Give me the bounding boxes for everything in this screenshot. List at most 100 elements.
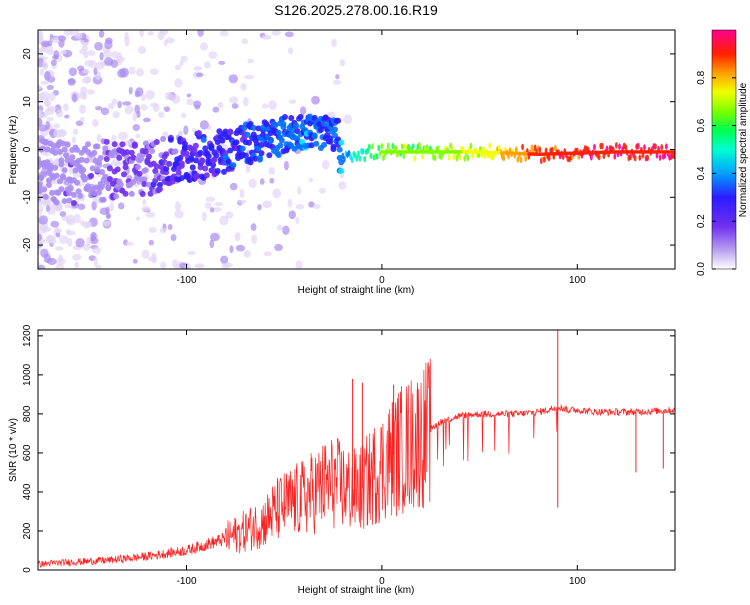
spectrogram-cell	[292, 123, 299, 130]
spectrogram-cell	[538, 146, 542, 153]
spectrogram-blob	[71, 93, 78, 103]
spectrogram-blob	[244, 74, 255, 80]
spectrogram-cell	[421, 153, 424, 160]
y-tick-label: 800	[22, 405, 33, 422]
spectrogram-cell	[61, 167, 68, 174]
spectrogram-cell	[94, 143, 101, 150]
x-tick-label: -100	[176, 275, 196, 286]
spectrogram-blob	[284, 31, 294, 38]
spectrogram-blob	[209, 207, 215, 213]
spectrogram-blob	[201, 211, 207, 222]
spectrogram-blob	[111, 50, 119, 59]
spectrogram-blob	[228, 96, 239, 104]
spectrogram-blob	[180, 55, 188, 63]
spectrogram-blob	[128, 66, 136, 75]
spectrogram-cell	[149, 148, 156, 155]
spectrogram-cell	[436, 145, 440, 152]
spectrogram-cell	[382, 154, 385, 161]
colorbar-ticks: 0.0 0.2 0.4 0.6 0.8	[696, 70, 736, 276]
spectrogram-cell	[60, 140, 67, 147]
spectrogram-cell	[103, 155, 110, 162]
spectrogram-blob	[53, 129, 63, 138]
spectrogram-blob	[58, 235, 69, 244]
spectrogram-blob	[209, 239, 215, 249]
spectrogram-cell	[636, 142, 640, 150]
spectrogram-blob	[117, 100, 122, 109]
spectrogram-blob	[91, 119, 99, 127]
spectrogram-blob	[288, 99, 297, 104]
spectrogram-cell	[58, 157, 65, 164]
spectrogram-blob	[109, 202, 115, 212]
spectrogram-cell	[42, 139, 49, 146]
spectrogram-cell	[64, 157, 71, 164]
spectrogram-cell	[202, 165, 209, 172]
spectrogram-blob	[271, 30, 282, 36]
spectrogram-blob	[42, 60, 49, 71]
spectrogram-blob	[263, 251, 272, 257]
spectrogram-blob	[91, 200, 97, 211]
spectrogram-cell	[638, 154, 642, 161]
spectrogram-cell	[88, 172, 95, 179]
spectrogram-cell	[175, 169, 182, 176]
spectrogram-cell	[74, 179, 81, 186]
spectrogram-blob	[268, 167, 275, 175]
snr-series-line	[38, 358, 675, 568]
spectrogram-blob	[118, 131, 128, 141]
spectrogram-cell	[643, 144, 646, 151]
spectrogram-blob	[132, 111, 137, 122]
y-tick-label: 600	[22, 444, 33, 461]
spectrogram-blob	[203, 61, 211, 69]
spectrogram-cell	[524, 155, 528, 162]
spectrogram-cell	[363, 155, 367, 163]
spectrogram-cell	[313, 140, 320, 147]
spectrogram-blob	[44, 70, 51, 81]
spectrogram-cell	[516, 156, 520, 163]
y-tick-label: 1000	[22, 363, 33, 386]
spectrogram-cell	[452, 153, 456, 161]
spectrogram-cell	[369, 152, 373, 160]
spectrogram-cell	[191, 147, 198, 154]
spectrogram-blob	[147, 31, 155, 36]
snr-frame	[37, 329, 676, 571]
spectrogram-blob	[50, 220, 60, 228]
spectrogram-cell	[142, 167, 149, 174]
spectrogram-cell	[246, 139, 253, 146]
spectrogram-cell	[52, 164, 59, 171]
spectrogram-cell	[519, 156, 523, 164]
spectrogram-cell	[663, 152, 667, 159]
spectrogram-cell	[45, 181, 52, 188]
spectrogram-blob	[343, 114, 353, 125]
spectrogram-blob	[199, 120, 209, 130]
spectrogram-blob	[94, 106, 103, 111]
spectrogram-blob	[46, 234, 57, 242]
spectrogram-cell	[113, 193, 120, 200]
spectrogram-cell	[272, 121, 279, 128]
spectrogram-blob	[239, 188, 245, 199]
spectrogram-cell	[225, 158, 232, 165]
spectrogram-blob	[158, 111, 165, 119]
spectrogram-cell	[69, 154, 76, 161]
spectrogram-blob	[210, 232, 220, 242]
spectrogram-blob	[132, 258, 138, 264]
spectrogram-blob	[105, 37, 113, 44]
spectrogram-blob	[331, 38, 337, 48]
spectrogram-blob	[186, 93, 192, 98]
y-tick-label: 400	[22, 483, 33, 500]
spectrogram-cell	[502, 154, 506, 162]
snr-x-label: Height of straight line (km)	[298, 585, 415, 596]
spectrogram-cell	[311, 133, 318, 140]
spectrogram-blob	[174, 209, 184, 219]
spectrogram-blob	[38, 200, 45, 206]
spectrogram-blob	[149, 102, 159, 108]
spectrogram-blob	[71, 136, 77, 144]
spectrogram-blob	[149, 68, 159, 75]
spectrogram-cell	[208, 145, 215, 152]
spectrogram-cell	[200, 136, 207, 143]
spectrogram-cell	[172, 148, 179, 155]
spectrogram-blob	[269, 177, 275, 184]
spectrogram-blob	[251, 234, 258, 244]
spectrogram-cell	[400, 143, 404, 150]
spectrogram-cell	[255, 125, 262, 132]
spectrogram-cell	[45, 177, 52, 184]
